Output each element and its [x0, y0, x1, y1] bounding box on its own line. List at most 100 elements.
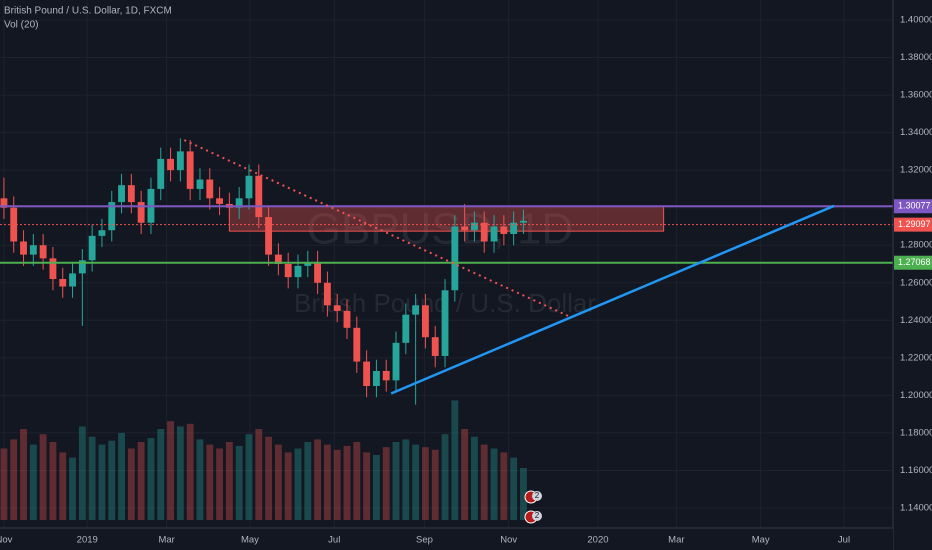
candle-body	[255, 175, 263, 218]
x-tick-label: 2020	[587, 535, 608, 546]
volume-bar	[471, 436, 478, 520]
y-tick-label: 1.16000	[900, 465, 932, 476]
candle-body	[431, 337, 439, 356]
volume-bar	[167, 421, 174, 520]
zone	[228, 205, 665, 232]
price-tag	[894, 199, 932, 214]
volume-bar	[98, 444, 106, 520]
volume-bar	[39, 434, 47, 520]
x-tick-label: Nov	[500, 535, 517, 546]
candle-body	[500, 226, 508, 234]
y-tick-label: 1.38000	[900, 52, 932, 63]
candle-body	[451, 226, 459, 291]
candle-body	[196, 179, 204, 189]
price-tag	[894, 255, 932, 270]
volume-bar	[216, 448, 224, 520]
axes: 1.14000 1.16000 1.18000 1.20000 1.22000 1.240…	[0, 15, 932, 546]
volume-bar	[314, 439, 322, 520]
y-tick-label: 1.20000	[900, 390, 932, 401]
y-tick-label: 1.24000	[900, 315, 932, 326]
volume-bar	[265, 436, 273, 520]
volume-bar	[10, 439, 18, 520]
candle-body	[294, 265, 302, 278]
candle-body	[39, 245, 47, 259]
y-tick-label: 1.28000	[900, 240, 932, 251]
candle-body	[372, 370, 380, 386]
candle-body	[235, 198, 243, 208]
volume-bar	[304, 442, 312, 520]
volume-bar	[402, 439, 410, 520]
candle-body	[98, 230, 106, 236]
volume-bar	[245, 434, 253, 520]
candle-body	[314, 262, 322, 283]
candle-body	[176, 151, 184, 171]
volume-bar	[147, 438, 155, 520]
price-tag-label: 1.29097	[898, 219, 931, 229]
volume-bar	[520, 468, 527, 520]
x-tick-label: Nov	[0, 535, 13, 546]
price-axis	[893, 0, 932, 550]
volume-bar	[382, 447, 390, 520]
volume-bar	[255, 429, 263, 520]
volume-bar	[88, 436, 96, 520]
candle-body	[59, 279, 67, 287]
candle-body	[118, 185, 125, 203]
candle-body	[88, 235, 96, 261]
event-count: 2	[535, 511, 540, 520]
candle-body	[520, 220, 527, 223]
candle-body	[20, 241, 27, 255]
candle-body	[29, 245, 37, 255]
candle-body	[461, 226, 469, 231]
volume-bar	[451, 400, 459, 520]
candle-body	[265, 217, 273, 255]
x-tick-label: Jul	[328, 535, 340, 546]
candle-body	[392, 342, 400, 381]
candle-body	[137, 202, 145, 223]
candle-body	[471, 222, 478, 231]
volume-bar	[59, 452, 67, 520]
volume-bar	[441, 434, 449, 520]
volume-bar	[127, 448, 135, 520]
volume-bar	[392, 442, 400, 520]
volume-bar	[510, 457, 518, 520]
volume-bar	[69, 457, 76, 520]
volume-bar	[235, 445, 243, 520]
x-tick-label: May	[241, 535, 259, 546]
candle-body	[78, 260, 86, 274]
event-count: 2	[535, 491, 540, 500]
price-tag-label: 1.27068	[898, 257, 931, 267]
candle-body	[333, 305, 341, 311]
volume-bar	[108, 440, 116, 520]
y-tick-label: 1.34000	[900, 127, 932, 138]
candle-body	[157, 158, 165, 189]
candle-body	[206, 179, 214, 199]
y-tick-label: 1.18000	[900, 427, 932, 438]
candle-body	[108, 202, 116, 231]
candle-body	[284, 264, 292, 278]
candle-body	[216, 198, 224, 204]
candle-body	[186, 151, 194, 189]
candle-body	[382, 370, 390, 381]
x-tick-label: May	[752, 535, 770, 546]
volume-bar	[78, 426, 86, 520]
events: 22	[524, 490, 542, 524]
volume-bar	[20, 429, 27, 520]
volume-bar	[343, 445, 351, 520]
candle-body	[304, 262, 312, 266]
volume-bar	[274, 444, 282, 520]
volume-bar	[323, 444, 331, 520]
x-tick-label: Jul	[838, 535, 850, 546]
watermark-symbol: GBPUSD, 1D	[307, 205, 574, 254]
price-tag-label: 1.30077	[898, 201, 931, 211]
candles	[0, 138, 527, 405]
candle-body	[412, 305, 420, 315]
volume-bar	[490, 448, 498, 520]
volume-bar	[372, 455, 380, 520]
volume-bar	[118, 432, 125, 520]
volume-bar	[480, 444, 488, 520]
volume	[0, 400, 527, 520]
candle-body	[363, 361, 371, 386]
volume-bar	[225, 442, 233, 520]
price-tag	[894, 217, 932, 232]
